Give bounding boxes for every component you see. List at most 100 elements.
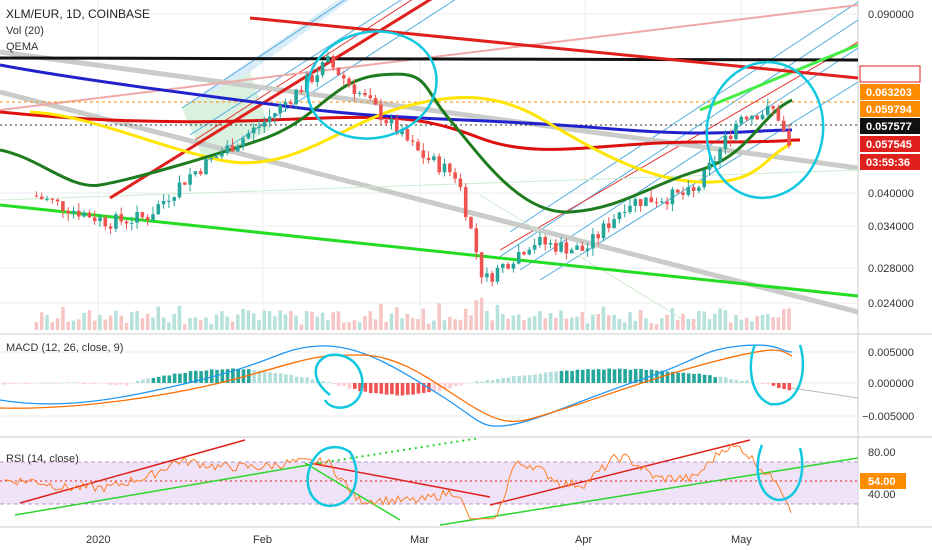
candle-body: [34, 195, 39, 197]
candle-body: [299, 89, 304, 92]
candle-body: [548, 243, 553, 245]
cyan-annotations: [306, 30, 825, 200]
candle-body: [347, 78, 351, 85]
macd-hist-bar: [480, 381, 484, 383]
volume-bar: [267, 311, 272, 330]
macd-hist-bar: [241, 369, 246, 383]
candle-body: [124, 221, 129, 224]
macd-hist-bar: [708, 375, 712, 383]
volume-bar: [644, 318, 648, 330]
macd-hist-bar: [342, 383, 346, 387]
macd-hist-bar: [347, 383, 352, 389]
candle-body: [61, 201, 65, 211]
macd-hist-bar: [146, 378, 150, 383]
macd-hist-bar: [533, 374, 537, 383]
macd-hist-bar: [8, 383, 13, 385]
macd-hist-bar: [586, 369, 590, 383]
time-tick-4: May: [731, 534, 752, 546]
volume-bar: [384, 321, 388, 330]
volume-bar: [87, 310, 92, 330]
macd-hist-bar: [448, 383, 452, 389]
volume-bar: [781, 309, 786, 330]
volume-bar: [506, 318, 510, 330]
candle-body: [644, 197, 648, 207]
volume-bar: [379, 303, 383, 330]
candles: [34, 51, 791, 287]
volume-bar: [728, 322, 733, 330]
rsi-green-channel: [439, 457, 858, 526]
volume-bar: [744, 317, 749, 330]
volume-bar: [45, 314, 49, 330]
signal-line: [0, 349, 793, 423]
volume-bar: [145, 313, 150, 330]
macd-hist-bar: [289, 374, 293, 383]
volume-bar: [543, 318, 547, 330]
macd-hist-bar: [326, 382, 331, 383]
candle-body: [315, 75, 320, 83]
macd-hist-bar: [549, 371, 553, 383]
candle-body: [230, 145, 235, 152]
macd-hist-bar: [681, 372, 686, 383]
volume-bar: [193, 317, 198, 330]
candle-body: [432, 156, 436, 160]
volume-bar: [119, 315, 123, 330]
macd-hist-bar: [162, 375, 166, 383]
candle-body: [617, 212, 622, 220]
macd-tick-2: −0.005000: [862, 411, 914, 423]
macd-hist-bar: [782, 383, 786, 389]
macd-hist-bar: [321, 381, 325, 383]
candle-body: [395, 118, 399, 135]
macd-tick-1: 0.000000: [868, 378, 914, 390]
volume-bars: [34, 297, 791, 330]
volume-bar: [458, 319, 463, 330]
volume-bar: [198, 320, 203, 330]
candle-body: [236, 146, 240, 152]
macd-hist-bar: [421, 383, 426, 393]
candle-body: [283, 102, 288, 105]
candle-body: [734, 123, 738, 140]
macd-hist-bar: [554, 371, 558, 383]
candle-body: [183, 182, 187, 185]
macd-hist-bar: [453, 383, 458, 387]
candle-body: [607, 223, 611, 228]
macd-hist-bar: [390, 383, 394, 395]
volume-bar: [628, 312, 632, 330]
volume-bar: [92, 320, 97, 330]
macd-hist-bar: [135, 380, 140, 383]
macd-hist-bar: [644, 369, 649, 383]
volume-bar: [559, 310, 563, 330]
macd-hist-bar: [739, 380, 744, 383]
macd-hist-bar: [109, 383, 113, 385]
candle-body: [251, 127, 256, 134]
candle-body: [437, 156, 441, 173]
candle-body: [559, 242, 563, 252]
macd-hist-bar: [379, 383, 384, 394]
volume-bar: [474, 300, 479, 330]
candle-body: [463, 187, 468, 218]
candle-body: [458, 178, 463, 188]
macd-hist-bar: [517, 375, 521, 383]
price-badge-3: 0.057577: [866, 121, 912, 133]
volume-bar: [665, 314, 669, 330]
volume-bar: [241, 308, 245, 330]
candle-body: [665, 201, 669, 205]
candle-body: [469, 217, 473, 229]
macd-hist-bar: [247, 369, 251, 383]
macd-hist-bar: [183, 372, 187, 383]
macd-hist-bar: [141, 379, 145, 383]
macd-hist-bar: [543, 372, 548, 383]
candle-body: [622, 212, 627, 214]
candle-body: [781, 120, 786, 131]
macd-hist-bar: [374, 383, 378, 394]
macd-hist-bar: [628, 369, 633, 383]
macd-hist-bar: [310, 379, 315, 383]
candle-body: [739, 116, 744, 124]
volume-bar: [538, 311, 542, 330]
macd-line: [0, 344, 793, 427]
candle-body: [654, 202, 659, 204]
candle-body: [580, 245, 585, 251]
volume-bar: [702, 311, 706, 330]
candle-body: [675, 189, 680, 193]
candle-body: [649, 197, 653, 203]
price-tick-2: 0.034000: [868, 221, 914, 233]
